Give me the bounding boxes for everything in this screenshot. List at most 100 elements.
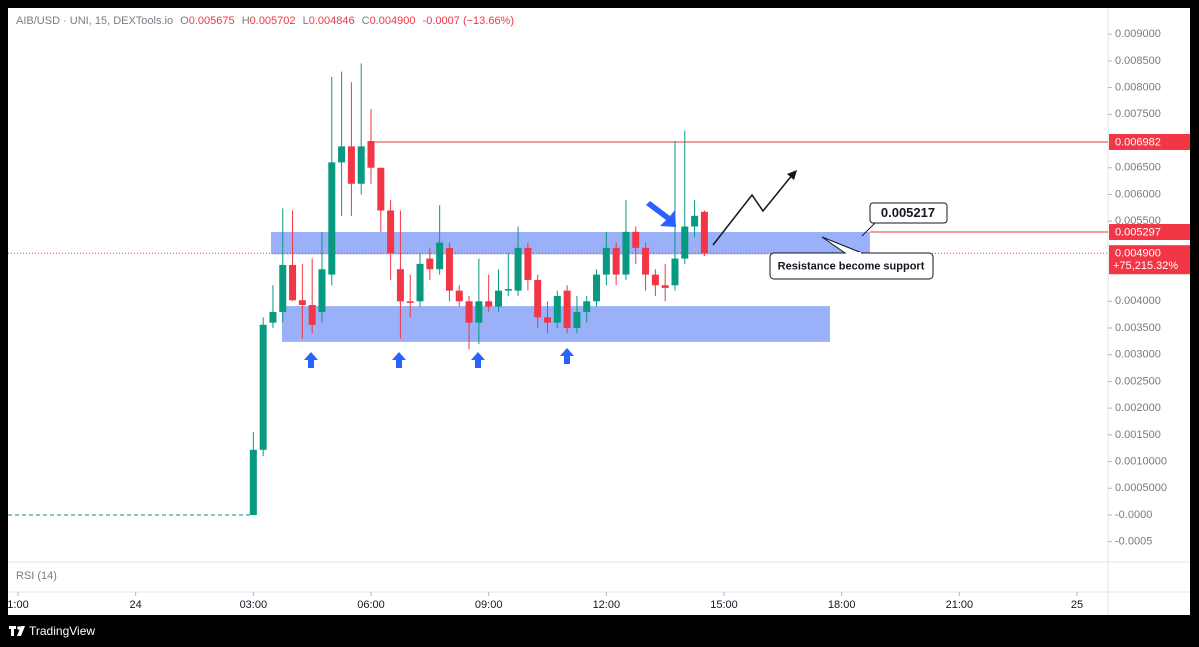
callout-box	[869, 202, 948, 224]
y-tick-label: 0.008500	[1115, 55, 1161, 67]
candle-body	[514, 247, 522, 291]
y-tick-label: 0.003500	[1115, 322, 1161, 334]
candle-body	[553, 295, 561, 323]
y-tick-label: 0.002500	[1115, 375, 1161, 387]
y-tick-label: -0.0005	[1115, 536, 1152, 548]
x-tick-label: 24	[130, 599, 142, 611]
callout-text: 0.005217	[881, 205, 935, 220]
candle-body	[465, 301, 473, 323]
y-tick-label: 0.0005000	[1115, 482, 1167, 494]
ohlc-label: O	[180, 15, 189, 27]
candle-body	[632, 231, 640, 248]
ohlc-label: L	[303, 15, 309, 27]
candle-body	[338, 146, 346, 163]
ohlc-label: H	[242, 15, 250, 27]
y-tick-label: 0.002000	[1115, 402, 1161, 414]
candle-body	[308, 305, 316, 325]
candle-body	[426, 258, 434, 270]
candle-body	[583, 301, 591, 312]
candle-body	[298, 300, 306, 306]
candle-body	[494, 290, 502, 307]
candle-body	[445, 247, 453, 291]
x-tick-label: 1:00	[7, 599, 28, 611]
candle-body	[524, 247, 532, 280]
candle-body	[622, 231, 630, 275]
ohlc-label: C	[362, 15, 370, 27]
y-tick-label: 0.001500	[1115, 429, 1161, 441]
candle-body	[563, 290, 571, 329]
ohlc-value: 0.004900	[370, 15, 416, 27]
ohlc-value: 0.004846	[309, 15, 355, 27]
callout-pointer	[861, 222, 876, 237]
up-arrow	[392, 352, 406, 368]
candle-body	[651, 274, 659, 286]
candle-body	[544, 317, 552, 323]
projection-arrowhead	[787, 170, 797, 180]
brand-logo	[9, 626, 25, 636]
candle-body	[475, 301, 483, 323]
y-tick-label: 0.006500	[1115, 162, 1161, 174]
candle-body	[504, 289, 512, 291]
legend-header: AIB/USD · UNI, 15, DEXTools.io O0.005675…	[16, 15, 514, 27]
ohlc-value: 0.005702	[250, 15, 296, 27]
candle-body	[436, 242, 444, 270]
brand-name: TradingView	[29, 624, 95, 638]
candle-body	[642, 247, 650, 275]
y-tick-label: 0.006000	[1115, 188, 1161, 200]
y-tick-label: 0.0010000	[1115, 455, 1167, 467]
candle-body	[573, 311, 581, 329]
symbol: AIB/USD · UNI, 15, DEXTools.io	[16, 15, 173, 27]
candle-body	[602, 247, 610, 275]
candle-body	[279, 264, 287, 312]
x-tick-label: 03:00	[240, 599, 268, 611]
candle-body	[661, 285, 669, 288]
candle-body	[671, 258, 679, 286]
candle-body	[406, 301, 414, 303]
candle-body	[700, 211, 708, 254]
candle-body	[269, 311, 277, 323]
x-tick-label: 06:00	[357, 599, 385, 611]
y-tick-label: 0.004000	[1115, 295, 1161, 307]
overlay: 0.005217 Resistance become support	[304, 170, 948, 368]
up-arrow	[471, 352, 485, 368]
projection-arrow	[712, 173, 794, 246]
candle-body	[328, 162, 336, 275]
candle-body	[396, 269, 404, 302]
x-tick-label: 15:00	[710, 599, 738, 611]
x-tick-label: 12:00	[593, 599, 621, 611]
candle-body	[593, 274, 601, 302]
last-price-change: +75,215.32%	[1113, 260, 1178, 272]
candle-body	[377, 167, 385, 211]
candle-body	[347, 146, 355, 184]
x-tick-label: 18:00	[828, 599, 856, 611]
candle-body	[387, 210, 395, 254]
logo-part	[17, 626, 25, 636]
zone	[270, 232, 870, 255]
candle-body	[318, 269, 326, 312]
candle-body	[534, 279, 542, 318]
pointer-arrow	[646, 201, 676, 227]
y-tick-label: -0.0000	[1115, 509, 1152, 521]
level-label-bg	[1109, 133, 1190, 150]
last-price-label: 0.004900	[1115, 248, 1161, 260]
candle-body	[612, 247, 620, 275]
candle-body	[289, 264, 297, 301]
y-tick-label: 0.009000	[1115, 28, 1161, 40]
candle-body	[485, 301, 493, 307]
y-tick-label: 0.003000	[1115, 349, 1161, 361]
candle-body	[249, 449, 257, 515]
x-tick-label: 25	[1071, 599, 1083, 611]
up-arrow	[304, 352, 318, 368]
x-tick-label: 09:00	[475, 599, 503, 611]
logo-part	[11, 626, 14, 636]
last-price-bg	[1109, 245, 1190, 275]
level-label-bg	[1109, 224, 1190, 241]
level-label: 0.005297	[1115, 226, 1161, 238]
candle-body	[681, 226, 689, 259]
candle-body	[259, 324, 267, 450]
plot: 0.009000 0.008500 0.008000 0.007500 0.006500…	[7, 28, 1190, 611]
callout-text: Resistance become support	[778, 260, 925, 272]
y-tick-label: 0.007500	[1115, 108, 1161, 120]
